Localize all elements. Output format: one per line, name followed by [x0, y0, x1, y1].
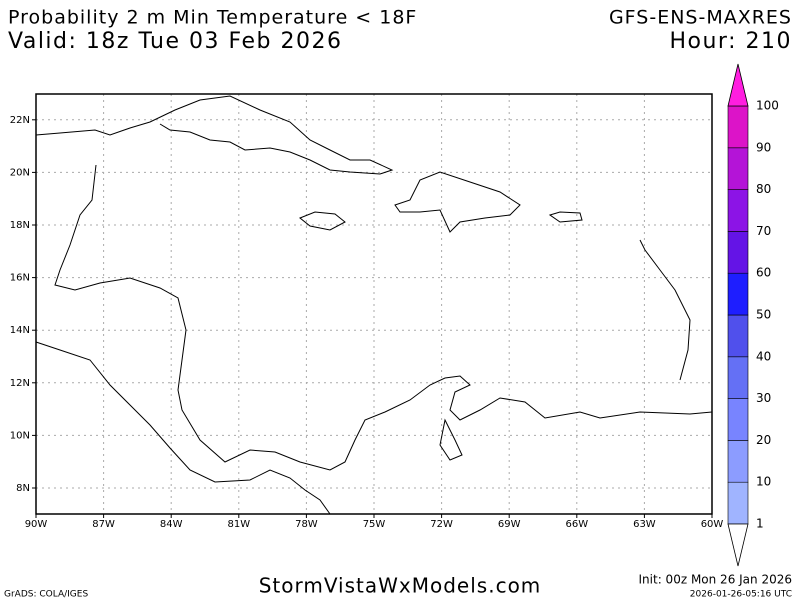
- colorbar-segment: [727, 189, 749, 232]
- valid-time: Valid: 18z Tue 03 Feb 2026: [8, 29, 342, 54]
- colorbar-label: 1: [756, 517, 764, 531]
- lon-label: 87W: [92, 519, 115, 530]
- lat-label: 8N: [16, 483, 30, 494]
- lat-label: 18N: [10, 220, 30, 231]
- lon-label: 69W: [498, 519, 521, 530]
- lon-label: 90W: [25, 519, 48, 530]
- lon-label: 75W: [363, 519, 386, 530]
- colorbar-segment: [727, 440, 749, 483]
- colorbar-label: 10: [756, 475, 771, 489]
- lon-label: 63W: [633, 519, 656, 530]
- colorbar: 1 10 20 30 40 50 60 70 80 90 100: [727, 63, 779, 567]
- lat-label: 22N: [10, 115, 30, 126]
- lat-label: 16N: [10, 273, 30, 284]
- colorbar-segment: [727, 398, 749, 441]
- colorbar-label: 60: [756, 266, 771, 280]
- colorbar-over: [727, 63, 749, 107]
- site: StormVistaWxModels.com: [259, 574, 542, 598]
- colorbar-label: 80: [756, 182, 771, 196]
- credit: GrADS: COLA/IGES: [4, 590, 88, 600]
- lon-label: 84W: [160, 519, 183, 530]
- title: Probability 2 m Min Temperature < 18F: [8, 7, 417, 29]
- model-name: GFS-ENS-MAXRES: [609, 7, 792, 29]
- colorbar-segment: [727, 481, 749, 525]
- lat-label: 20N: [10, 167, 30, 178]
- colorbar-label: 40: [756, 349, 771, 363]
- grid: [36, 94, 712, 514]
- lat-label: 10N: [10, 430, 30, 441]
- colorbar-under: [727, 523, 749, 567]
- colorbar-label: 20: [756, 433, 771, 447]
- lon-label: 78W: [295, 519, 318, 530]
- colorbar-label: 90: [756, 140, 771, 154]
- timestamp: 2026-01-26-05:16 UTC: [690, 590, 792, 600]
- colorbar-segment: [727, 231, 749, 274]
- colorbar-label: 50: [756, 308, 771, 322]
- colorbar-label: 70: [756, 224, 771, 238]
- colorbar-segment: [727, 356, 749, 399]
- lat-label: 12N: [10, 378, 30, 389]
- colorbar-label: 100: [756, 99, 779, 113]
- colorbar-segment: [727, 147, 749, 190]
- init-time: Init: 00z Mon 26 Jan 2026: [639, 573, 792, 587]
- lon-label: 66W: [565, 519, 588, 530]
- axis-labels: 90W 87W 84W 81W 78W 75W 72W 69W 66W 63W 60W 8N 10N 12…: [10, 115, 724, 530]
- lon-label: 81W: [227, 519, 250, 530]
- lon-label: 72W: [430, 519, 453, 530]
- colorbar-segment: [727, 272, 749, 316]
- lon-label: 60W: [701, 519, 724, 530]
- lat-label: 14N: [10, 325, 30, 336]
- colorbar-segment: [727, 314, 749, 358]
- coastlines: [35, 95, 713, 515]
- forecast-hour: Hour: 210: [669, 29, 792, 54]
- colorbar-segment: [727, 105, 749, 149]
- colorbar-label: 30: [756, 391, 771, 405]
